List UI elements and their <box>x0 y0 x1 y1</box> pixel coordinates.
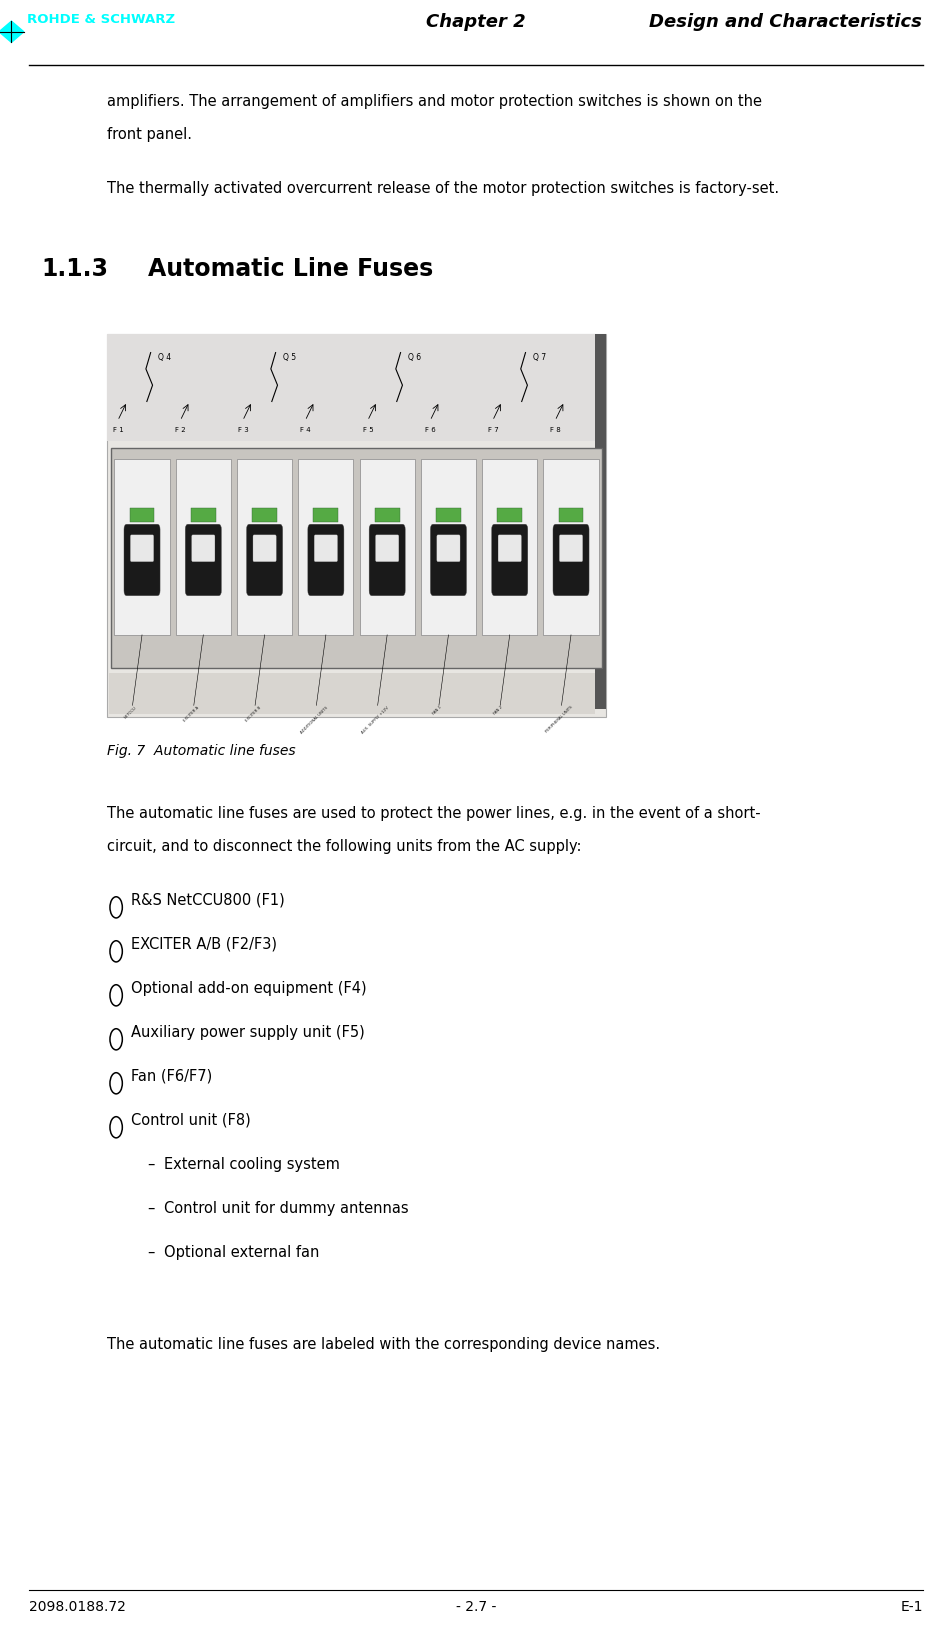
Text: 1.1.3: 1.1.3 <box>41 257 108 282</box>
Text: Q 6: Q 6 <box>408 352 422 362</box>
Text: Q 5: Q 5 <box>284 352 296 362</box>
FancyBboxPatch shape <box>107 334 606 441</box>
FancyBboxPatch shape <box>247 525 283 596</box>
FancyBboxPatch shape <box>497 508 522 521</box>
FancyBboxPatch shape <box>595 334 606 709</box>
FancyBboxPatch shape <box>253 534 276 562</box>
FancyBboxPatch shape <box>375 508 400 521</box>
Text: Optional add-on equipment (F4): Optional add-on equipment (F4) <box>131 981 367 995</box>
FancyBboxPatch shape <box>124 525 160 596</box>
FancyBboxPatch shape <box>129 508 154 521</box>
Text: Q 7: Q 7 <box>533 352 546 362</box>
Text: Q 4: Q 4 <box>158 352 171 362</box>
FancyBboxPatch shape <box>314 534 337 562</box>
FancyBboxPatch shape <box>298 459 353 635</box>
Text: F 7: F 7 <box>487 427 499 433</box>
FancyBboxPatch shape <box>560 534 583 562</box>
Text: AUX. SUPPLY +12V: AUX. SUPPLY +12V <box>362 705 390 735</box>
FancyBboxPatch shape <box>376 534 399 562</box>
Text: SIEMENS: SIEMENS <box>380 471 395 476</box>
FancyBboxPatch shape <box>421 459 476 635</box>
Text: SIEMENS: SIEMENS <box>564 471 579 476</box>
Text: SIEMENS: SIEMENS <box>441 471 456 476</box>
Text: Auxiliary power supply unit (F5): Auxiliary power supply unit (F5) <box>131 1025 366 1039</box>
Polygon shape <box>0 21 24 42</box>
Text: F 6: F 6 <box>426 427 436 433</box>
FancyBboxPatch shape <box>430 525 466 596</box>
FancyBboxPatch shape <box>360 459 415 635</box>
Text: circuit, and to disconnect the following units from the AC supply:: circuit, and to disconnect the following… <box>107 839 581 854</box>
Text: E-1: E-1 <box>901 1600 923 1614</box>
Text: F 5: F 5 <box>363 427 373 433</box>
Text: NETCCU: NETCCU <box>124 705 138 720</box>
Text: front panel.: front panel. <box>107 127 191 142</box>
Text: SIEMENS: SIEMENS <box>257 471 272 476</box>
FancyBboxPatch shape <box>111 448 602 668</box>
Text: PERIPHERAL UNITS: PERIPHERAL UNITS <box>545 705 574 735</box>
Text: SIEMENS: SIEMENS <box>134 471 149 476</box>
Text: - 2.7 -: - 2.7 - <box>456 1600 496 1614</box>
FancyBboxPatch shape <box>176 459 231 635</box>
Text: Automatic Line Fuses: Automatic Line Fuses <box>148 257 433 282</box>
Text: R&S NetCCU800 (F1): R&S NetCCU800 (F1) <box>131 893 286 907</box>
Text: The automatic line fuses are labeled with the corresponding device names.: The automatic line fuses are labeled wit… <box>107 1337 660 1352</box>
Text: Chapter 2: Chapter 2 <box>426 13 526 31</box>
FancyBboxPatch shape <box>436 508 461 521</box>
Text: F 2: F 2 <box>175 427 186 433</box>
FancyBboxPatch shape <box>130 534 153 562</box>
FancyBboxPatch shape <box>252 508 277 521</box>
Text: ADDITIONAL UNITS: ADDITIONAL UNITS <box>300 705 329 735</box>
FancyBboxPatch shape <box>437 534 460 562</box>
Text: External cooling system: External cooling system <box>164 1157 340 1171</box>
FancyBboxPatch shape <box>307 525 344 596</box>
Text: Design and Characteristics: Design and Characteristics <box>648 13 922 31</box>
FancyBboxPatch shape <box>482 459 537 635</box>
FancyBboxPatch shape <box>553 525 589 596</box>
Text: FAN 2: FAN 2 <box>493 705 504 717</box>
Text: ROHDE & SCHWARZ: ROHDE & SCHWARZ <box>27 13 175 26</box>
Text: Optional external fan: Optional external fan <box>164 1245 319 1259</box>
Text: SIEMENS: SIEMENS <box>196 471 211 476</box>
FancyBboxPatch shape <box>107 334 606 717</box>
Text: –: – <box>148 1245 155 1259</box>
FancyBboxPatch shape <box>191 508 216 521</box>
Text: 2098.0188.72: 2098.0188.72 <box>29 1600 126 1614</box>
Text: F 3: F 3 <box>238 427 248 433</box>
Text: Fig. 7  Automatic line fuses: Fig. 7 Automatic line fuses <box>107 744 295 759</box>
Text: F 1: F 1 <box>113 427 124 433</box>
Text: EXCITER A: EXCITER A <box>184 705 201 722</box>
Text: Control unit (F8): Control unit (F8) <box>131 1113 251 1127</box>
FancyBboxPatch shape <box>191 534 215 562</box>
FancyBboxPatch shape <box>237 459 292 635</box>
Text: Fan (F6/F7): Fan (F6/F7) <box>131 1069 212 1083</box>
Text: –: – <box>148 1201 155 1215</box>
Text: EXCITER B: EXCITER B <box>245 705 262 722</box>
Text: FAN 1: FAN 1 <box>431 705 443 717</box>
FancyBboxPatch shape <box>114 459 169 635</box>
Text: The thermally activated overcurrent release of the motor protection switches is : The thermally activated overcurrent rele… <box>107 181 779 195</box>
FancyBboxPatch shape <box>109 673 595 714</box>
FancyBboxPatch shape <box>544 459 599 635</box>
FancyBboxPatch shape <box>559 508 584 521</box>
Text: EXCITER A/B (F2/F3): EXCITER A/B (F2/F3) <box>131 937 277 951</box>
FancyBboxPatch shape <box>369 525 406 596</box>
Text: F 8: F 8 <box>550 427 561 433</box>
FancyBboxPatch shape <box>186 525 221 596</box>
Text: The automatic line fuses are used to protect the power lines, e.g. in the event : The automatic line fuses are used to pro… <box>107 806 761 821</box>
Text: SIEMENS: SIEMENS <box>502 471 517 476</box>
FancyBboxPatch shape <box>498 534 522 562</box>
Text: Control unit for dummy antennas: Control unit for dummy antennas <box>164 1201 408 1215</box>
Text: SIEMENS: SIEMENS <box>318 471 333 476</box>
Text: –: – <box>148 1157 155 1171</box>
Text: amplifiers. The arrangement of amplifiers and motor protection switches is shown: amplifiers. The arrangement of amplifier… <box>107 94 762 109</box>
FancyBboxPatch shape <box>492 525 527 596</box>
Text: F 4: F 4 <box>300 427 311 433</box>
FancyBboxPatch shape <box>313 508 338 521</box>
